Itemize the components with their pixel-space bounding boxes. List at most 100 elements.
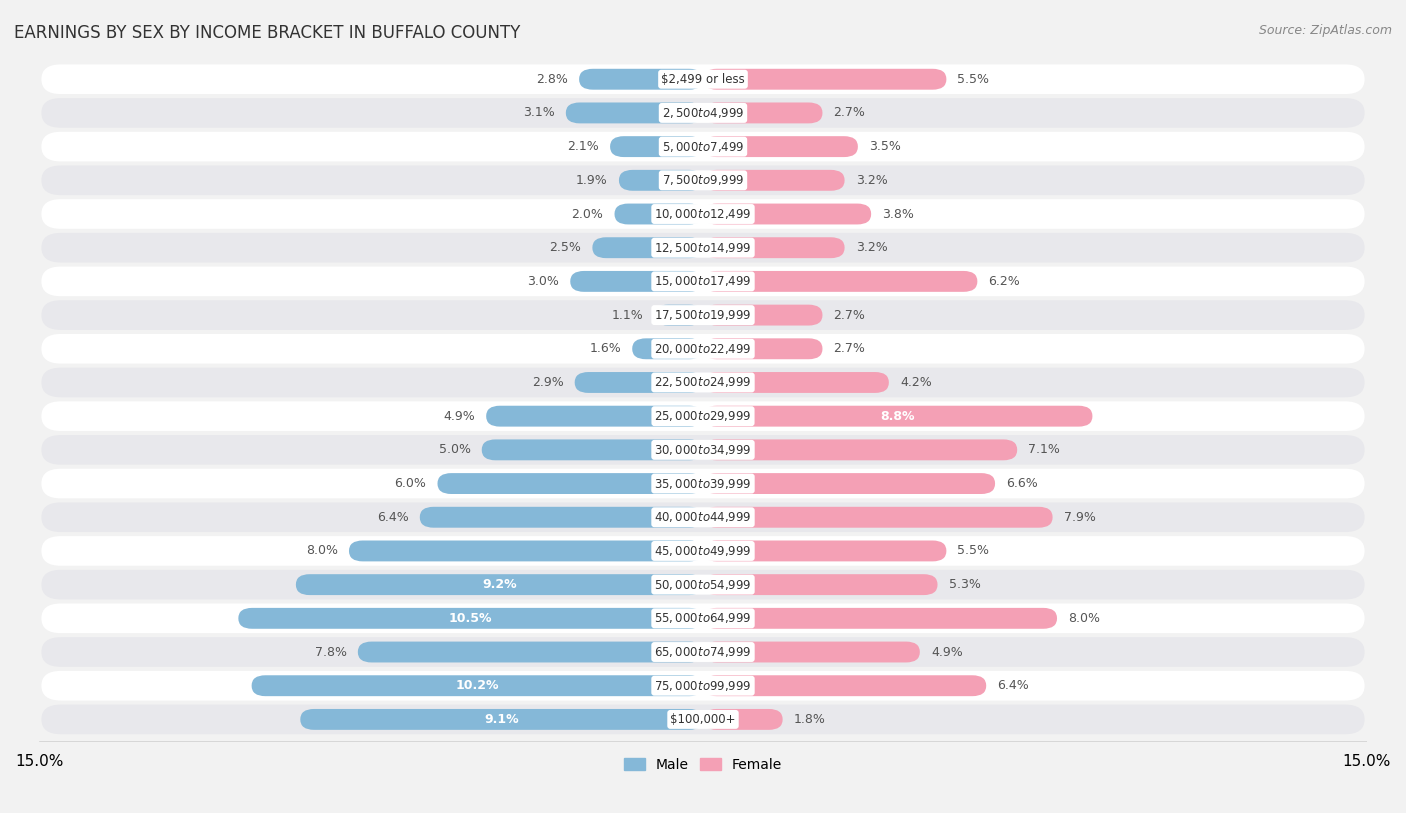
FancyBboxPatch shape bbox=[703, 372, 889, 393]
Text: $30,000 to $34,999: $30,000 to $34,999 bbox=[654, 443, 752, 457]
FancyBboxPatch shape bbox=[703, 439, 1017, 460]
Text: 6.4%: 6.4% bbox=[377, 511, 409, 524]
Text: 3.8%: 3.8% bbox=[882, 207, 914, 220]
FancyBboxPatch shape bbox=[420, 506, 703, 528]
FancyBboxPatch shape bbox=[41, 536, 1365, 566]
Legend: Male, Female: Male, Female bbox=[619, 752, 787, 777]
Text: 5.0%: 5.0% bbox=[439, 443, 471, 456]
FancyBboxPatch shape bbox=[349, 541, 703, 562]
FancyBboxPatch shape bbox=[41, 267, 1365, 296]
Text: 4.2%: 4.2% bbox=[900, 376, 932, 389]
Text: $12,500 to $14,999: $12,500 to $14,999 bbox=[654, 241, 752, 254]
FancyBboxPatch shape bbox=[703, 608, 1057, 628]
Text: 3.1%: 3.1% bbox=[523, 107, 555, 120]
Text: 1.8%: 1.8% bbox=[794, 713, 825, 726]
Text: 10.2%: 10.2% bbox=[456, 679, 499, 692]
Text: 2.7%: 2.7% bbox=[834, 342, 866, 355]
FancyBboxPatch shape bbox=[703, 136, 858, 157]
FancyBboxPatch shape bbox=[41, 199, 1365, 228]
FancyBboxPatch shape bbox=[41, 637, 1365, 667]
FancyBboxPatch shape bbox=[703, 676, 986, 696]
FancyBboxPatch shape bbox=[703, 203, 872, 224]
FancyBboxPatch shape bbox=[437, 473, 703, 494]
Text: 1.1%: 1.1% bbox=[612, 309, 644, 322]
FancyBboxPatch shape bbox=[579, 69, 703, 89]
Text: 2.8%: 2.8% bbox=[536, 72, 568, 85]
Text: $2,500 to $4,999: $2,500 to $4,999 bbox=[662, 106, 744, 120]
FancyBboxPatch shape bbox=[41, 435, 1365, 465]
Text: EARNINGS BY SEX BY INCOME BRACKET IN BUFFALO COUNTY: EARNINGS BY SEX BY INCOME BRACKET IN BUF… bbox=[14, 24, 520, 42]
FancyBboxPatch shape bbox=[703, 709, 783, 730]
Text: 7.8%: 7.8% bbox=[315, 646, 347, 659]
Text: $20,000 to $22,499: $20,000 to $22,499 bbox=[654, 341, 752, 356]
Text: 5.3%: 5.3% bbox=[949, 578, 980, 591]
Text: Source: ZipAtlas.com: Source: ZipAtlas.com bbox=[1258, 24, 1392, 37]
FancyBboxPatch shape bbox=[571, 271, 703, 292]
Text: 3.2%: 3.2% bbox=[856, 241, 887, 254]
Text: 6.2%: 6.2% bbox=[988, 275, 1021, 288]
FancyBboxPatch shape bbox=[41, 705, 1365, 734]
Text: 9.1%: 9.1% bbox=[484, 713, 519, 726]
FancyBboxPatch shape bbox=[41, 233, 1365, 263]
Text: 4.9%: 4.9% bbox=[931, 646, 963, 659]
FancyBboxPatch shape bbox=[357, 641, 703, 663]
FancyBboxPatch shape bbox=[41, 334, 1365, 363]
FancyBboxPatch shape bbox=[614, 203, 703, 224]
FancyBboxPatch shape bbox=[239, 608, 703, 628]
Text: 6.0%: 6.0% bbox=[395, 477, 426, 490]
Text: 2.9%: 2.9% bbox=[531, 376, 564, 389]
FancyBboxPatch shape bbox=[703, 574, 938, 595]
FancyBboxPatch shape bbox=[252, 676, 703, 696]
Text: 10.5%: 10.5% bbox=[449, 612, 492, 625]
Text: $40,000 to $44,999: $40,000 to $44,999 bbox=[654, 511, 752, 524]
Text: $100,000+: $100,000+ bbox=[671, 713, 735, 726]
FancyBboxPatch shape bbox=[633, 338, 703, 359]
Text: 3.2%: 3.2% bbox=[856, 174, 887, 187]
Text: $15,000 to $17,499: $15,000 to $17,499 bbox=[654, 275, 752, 289]
Text: 2.0%: 2.0% bbox=[572, 207, 603, 220]
FancyBboxPatch shape bbox=[486, 406, 703, 427]
Text: 6.6%: 6.6% bbox=[1007, 477, 1038, 490]
FancyBboxPatch shape bbox=[703, 305, 823, 325]
Text: $55,000 to $64,999: $55,000 to $64,999 bbox=[654, 611, 752, 625]
FancyBboxPatch shape bbox=[482, 439, 703, 460]
Text: 1.6%: 1.6% bbox=[589, 342, 621, 355]
Text: 7.9%: 7.9% bbox=[1064, 511, 1095, 524]
Text: 2.7%: 2.7% bbox=[834, 309, 866, 322]
FancyBboxPatch shape bbox=[41, 367, 1365, 398]
FancyBboxPatch shape bbox=[703, 102, 823, 124]
Text: 8.0%: 8.0% bbox=[1069, 612, 1099, 625]
FancyBboxPatch shape bbox=[703, 237, 845, 259]
Text: $35,000 to $39,999: $35,000 to $39,999 bbox=[654, 476, 752, 490]
FancyBboxPatch shape bbox=[703, 170, 845, 191]
FancyBboxPatch shape bbox=[41, 671, 1365, 701]
FancyBboxPatch shape bbox=[41, 166, 1365, 195]
FancyBboxPatch shape bbox=[610, 136, 703, 157]
Text: $10,000 to $12,499: $10,000 to $12,499 bbox=[654, 207, 752, 221]
FancyBboxPatch shape bbox=[703, 473, 995, 494]
Text: 1.9%: 1.9% bbox=[576, 174, 607, 187]
Text: $75,000 to $99,999: $75,000 to $99,999 bbox=[654, 679, 752, 693]
Text: 3.0%: 3.0% bbox=[527, 275, 560, 288]
FancyBboxPatch shape bbox=[41, 132, 1365, 162]
FancyBboxPatch shape bbox=[41, 402, 1365, 431]
Text: 5.5%: 5.5% bbox=[957, 545, 990, 558]
FancyBboxPatch shape bbox=[41, 64, 1365, 94]
FancyBboxPatch shape bbox=[295, 574, 703, 595]
FancyBboxPatch shape bbox=[703, 69, 946, 89]
FancyBboxPatch shape bbox=[703, 271, 977, 292]
FancyBboxPatch shape bbox=[703, 338, 823, 359]
Text: $65,000 to $74,999: $65,000 to $74,999 bbox=[654, 645, 752, 659]
Text: 2.7%: 2.7% bbox=[834, 107, 866, 120]
Text: $7,500 to $9,999: $7,500 to $9,999 bbox=[662, 173, 744, 187]
Text: 2.5%: 2.5% bbox=[550, 241, 581, 254]
Text: $17,500 to $19,999: $17,500 to $19,999 bbox=[654, 308, 752, 322]
FancyBboxPatch shape bbox=[654, 305, 703, 325]
FancyBboxPatch shape bbox=[565, 102, 703, 124]
Text: $22,500 to $24,999: $22,500 to $24,999 bbox=[654, 376, 752, 389]
FancyBboxPatch shape bbox=[619, 170, 703, 191]
Text: 6.4%: 6.4% bbox=[997, 679, 1029, 692]
FancyBboxPatch shape bbox=[41, 570, 1365, 599]
FancyBboxPatch shape bbox=[41, 502, 1365, 532]
FancyBboxPatch shape bbox=[592, 237, 703, 259]
